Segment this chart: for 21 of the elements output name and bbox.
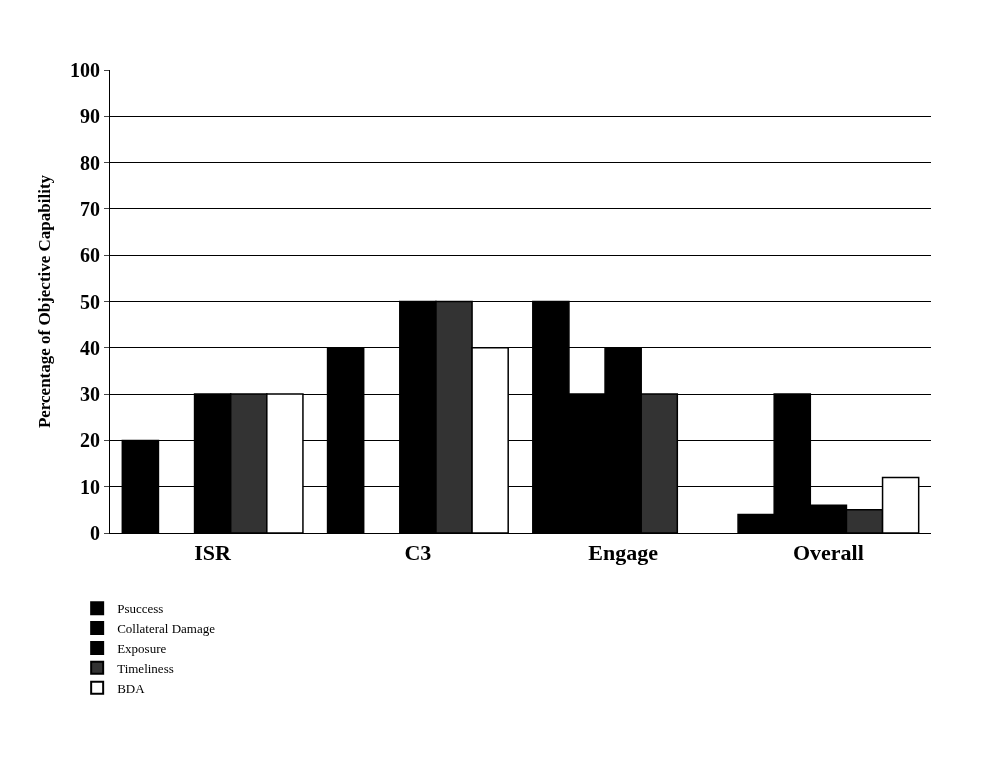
y-tick-label: 50: [80, 290, 100, 313]
y-tick-label: 100: [70, 59, 100, 81]
legend-label: BDA: [117, 680, 146, 696]
x-tick-label: C3: [404, 540, 432, 566]
legend-label: Exposure: [117, 641, 167, 657]
legend-label: Collateral Damage: [117, 621, 216, 637]
y-tick-label: 60: [80, 244, 100, 267]
y-tick-label: 20: [80, 429, 100, 452]
y-tick-label: 40: [80, 336, 100, 359]
y-tick-label: 90: [80, 105, 100, 128]
legend-label: Timeliness: [117, 660, 174, 676]
y-axis-title: Percentage of Objective Capability: [34, 174, 54, 429]
y-tick-label: 10: [80, 475, 100, 498]
x-tick-label: Engage: [588, 540, 659, 566]
y-tick-label: 80: [80, 151, 100, 174]
legend-label: Psuccess: [117, 601, 164, 617]
x-tick-label: ISR: [194, 540, 233, 566]
x-tick-label: Overall: [792, 540, 864, 566]
y-tick-label: 70: [80, 197, 100, 220]
y-tick-label: 30: [80, 383, 100, 406]
y-tick-label: 0: [90, 522, 100, 544]
